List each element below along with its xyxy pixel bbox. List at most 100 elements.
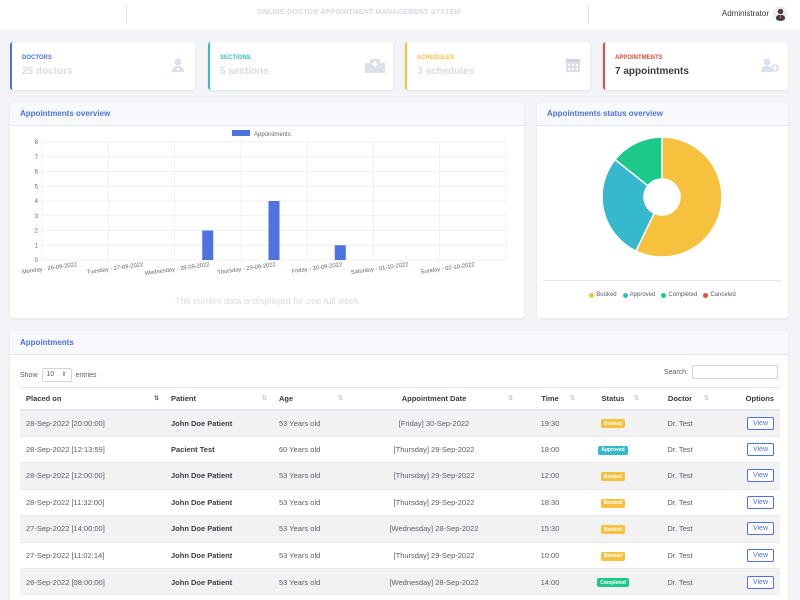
appointments-card-value: 7 appointments	[615, 66, 689, 77]
cell-placed-on: 28-Sep-2022 [12:00:00]	[20, 462, 165, 489]
cell-patient: John Doe Patient	[165, 409, 273, 436]
sort-icon: ⇅	[507, 396, 513, 402]
column-header-options[interactable]: Options	[715, 387, 780, 411]
cell-time: 10:00	[519, 541, 581, 569]
sections-card[interactable]: SECTIONS 5 sections	[208, 42, 393, 90]
column-header-status[interactable]: Status ⇅	[581, 387, 645, 411]
search-label: Search:	[663, 368, 688, 376]
y-tick-label: 0	[35, 258, 39, 264]
table-controls: Show 10 ⇕ entries Search:	[20, 365, 778, 382]
view-button[interactable]: View	[746, 495, 774, 509]
status-badge: Approved	[598, 445, 628, 455]
doctors-card-value: 25 doctors	[22, 66, 73, 77]
status-badge: Booked	[600, 419, 626, 429]
entries-length: Show 10 ⇕ entries	[20, 368, 97, 382]
pie-slice-approved	[601, 158, 656, 253]
doctors-card[interactable]: DOCTORS 25 doctors	[10, 42, 195, 90]
show-label: Show	[20, 371, 38, 379]
table-search: Search:	[664, 365, 778, 379]
user-avatar-icon[interactable]	[773, 6, 788, 21]
view-button[interactable]: View	[746, 522, 774, 536]
cell-placed-on: 28-Sep-2022 [20:00:00]	[20, 409, 165, 436]
cell-status: Booked	[581, 409, 645, 436]
cell-status: Approved	[581, 435, 645, 463]
x-tick-label: Tuesday - 27-09-2022	[87, 262, 144, 276]
cell-time: 18:00	[519, 435, 581, 463]
legend-divider	[543, 280, 782, 281]
cell-patient: Pacient Test	[165, 435, 273, 463]
y-tick-label: 4	[35, 199, 39, 205]
cell-appointment-date: [Wednesday] 28-Sep-2022	[349, 568, 519, 595]
column-header-label: Time	[541, 393, 559, 403]
entries-select[interactable]: 10 ⇕	[41, 368, 72, 382]
cell-appointment-date: [Thursday] 29-Sep-2022	[349, 541, 519, 569]
cell-status: Booked	[581, 515, 645, 542]
table-row: 28-Sep-2022 [20:00:00] John Doe Patient 53…	[20, 409, 780, 436]
status-badge: Booked	[600, 525, 626, 534]
column-header-label: Patient	[171, 393, 197, 403]
view-button[interactable]: View	[746, 442, 774, 456]
status-badge: Booked	[600, 551, 626, 561]
status-doughnut-chart	[601, 136, 723, 258]
entries-value: 10	[46, 371, 55, 378]
cell-options: View	[715, 541, 780, 569]
column-header-appointment-date[interactable]: Appointment Date ⇅	[349, 387, 519, 411]
status-badge: Booked	[600, 498, 626, 508]
legend-item-canceled: Canceled	[703, 292, 736, 298]
table-header-row: Placed on ⇅ Patient ⇅ Age ⇅ Appointment Date ⇅ T…	[20, 387, 780, 411]
calendar-icon	[565, 57, 581, 73]
view-button[interactable]: View	[746, 416, 774, 430]
appointments-bar-chart: Appointments 0 1 2 3 4 5 6 7 8 Monday - 26-09-2022…	[22, 130, 507, 277]
doctors-card-label: DOCTORS	[22, 55, 52, 61]
y-tick-label: 1	[35, 243, 39, 249]
hospital-icon	[365, 57, 385, 73]
status-badge: Booked	[600, 472, 626, 481]
cell-options: View	[715, 462, 780, 489]
appointments-table: Placed on ⇅ Patient ⇅ Age ⇅ Appointment Date ⇅ T…	[20, 387, 780, 595]
status-overview-title: Appointments status overview	[537, 102, 788, 126]
column-header-time[interactable]: Time ⇅	[519, 387, 581, 411]
schedules-card-label: SCHEDULES	[417, 55, 455, 61]
view-button[interactable]: View	[746, 548, 774, 562]
search-input[interactable]	[692, 365, 778, 379]
legend-label: Canceled	[710, 292, 736, 298]
table-row: 27-Sep-2022 [11:02:14] John Doe Patient 53…	[20, 541, 780, 569]
navbar-divider	[126, 4, 127, 24]
appointments-card[interactable]: APPOINTMENTS 7 appointments	[603, 42, 788, 90]
y-tick-label: 3	[35, 214, 39, 220]
system-title: ONLINE DOCTOR APPOINTMENT MANAGEMENT SYS…	[257, 9, 461, 16]
cell-age: 53 Years old	[273, 515, 349, 542]
bar	[268, 201, 280, 260]
view-button[interactable]: View	[746, 469, 774, 483]
cell-age: 53 Years old	[273, 462, 349, 489]
column-header-label: Age	[279, 393, 294, 403]
view-button[interactable]: View	[746, 575, 774, 589]
y-tick-label: 8	[35, 140, 39, 146]
column-header-doctor[interactable]: Doctor ⇅	[645, 387, 715, 411]
cell-time: 18:30	[519, 488, 581, 516]
legend-dot	[622, 292, 628, 298]
cell-age: 53 Years old	[273, 541, 349, 569]
cell-options: View	[715, 568, 780, 595]
pie-slice-completed	[614, 136, 663, 187]
appointments-card-label: APPOINTMENTS	[615, 55, 663, 61]
column-header-patient[interactable]: Patient ⇅	[165, 387, 273, 411]
cell-options: View	[715, 409, 780, 436]
user-menu-name[interactable]: Administrator	[721, 9, 769, 18]
legend-label: Approved	[629, 292, 656, 298]
status-legend: Booked Approved Completed Canceled	[537, 292, 788, 298]
status-badge: Completed	[597, 578, 629, 588]
table-body: 28-Sep-2022 [20:00:00] John Doe Patient 53…	[20, 409, 780, 595]
sections-card-value: 5 sections	[220, 66, 269, 77]
cell-status: Booked	[581, 541, 645, 569]
cell-placed-on: 28-Sep-2022 [11:32:00]	[20, 488, 165, 516]
column-header-age[interactable]: Age ⇅	[273, 387, 349, 411]
x-tick-label: Sunday - 02-10-2022	[420, 262, 475, 276]
y-tick-label: 2	[35, 229, 39, 235]
x-tick-label: Thursday - 29-09-2022	[217, 262, 276, 276]
sort-icon: ⇅	[153, 396, 159, 402]
column-header-placed-on[interactable]: Placed on ⇅	[20, 387, 165, 411]
schedules-card[interactable]: SCHEDULES 3 schedules	[405, 42, 590, 90]
cell-doctor: Dr. Test	[645, 515, 715, 542]
sort-icon: ⇅	[337, 396, 343, 402]
